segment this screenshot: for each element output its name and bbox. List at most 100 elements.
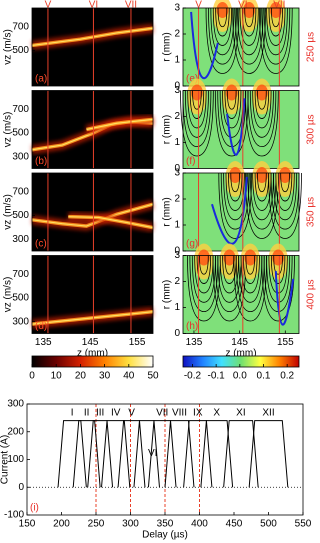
contour-fill [269,2,282,18]
x-tick-label: 300 [122,519,139,530]
pulse-line [200,420,234,488]
contour-fill [223,249,236,266]
contour-line [217,7,228,28]
x-tick-label: 550 [295,519,312,530]
x-tick-label: 145 [82,337,99,348]
x-tick-label: 0.1 [257,371,271,382]
y-tick-label: 500 [12,210,29,221]
contour-line [233,255,268,322]
contour-line [244,7,254,28]
x-tick-label: 30 [99,371,111,382]
panel-label: (a) [35,74,47,85]
heatmap-band-core [68,216,154,229]
contour-line [228,172,243,202]
heatmap-band-core [31,311,154,325]
x-tick-label: 150 [19,519,36,530]
contour-line [215,7,230,37]
heatmap-band-core [31,203,154,227]
y-tick-label: 2 [174,276,180,287]
plot-frame [182,7,300,87]
y-tick-label: 500 [12,45,29,56]
pulse-line [72,420,101,488]
contour-line [249,90,274,138]
y-tick-label: 1 [174,302,180,313]
panel-label: (c) [35,239,47,250]
y-tick-label: 1 [174,137,180,148]
colorbar [31,355,154,368]
y-tick-label: 1 [174,220,180,231]
marker-label: V [195,0,202,11]
y-axis-label: vz (m/s) [3,112,14,148]
contour-line [189,90,205,119]
contour-line [275,172,295,211]
pulse-label: VII [156,407,168,418]
y-tick-label: 200 [7,426,24,437]
contour-line [270,255,286,284]
x-axis-label: z (mm) [225,348,256,359]
plot-frame [182,172,300,252]
x-tick-label: -0.2 [184,371,202,382]
x-tick-label: 250 [88,519,105,530]
contour-line [238,255,263,303]
contour-line [268,7,283,37]
pulse-label: IV [111,407,121,418]
contour-line [261,255,295,322]
contour-line [254,172,270,202]
boundary-curve [211,176,248,245]
x-tick-label: -0.1 [208,371,226,382]
contour-line [194,255,214,294]
contour-line [212,7,233,46]
contour-line [199,255,209,275]
contour-line [252,90,272,129]
y-tick-label: 2 [174,111,180,122]
contour-line [268,255,288,294]
contour-fill [279,167,292,183]
plot-frame [31,7,154,87]
marker-label: VII [125,0,137,11]
y-axis-label: vz (m/s) [3,29,14,65]
pulse-label: XI [236,407,245,418]
contour-fill [197,249,210,266]
plot-frame [31,172,154,252]
pulse-line [57,420,87,488]
contour-line [252,172,272,211]
y-tick-label: 500 [12,293,29,304]
y-tick-label: 700 [12,187,29,198]
x-tick-label: 135 [186,337,203,348]
pulse-line [101,420,131,488]
x-tick-label: 50 [147,371,159,382]
x-tick-label: 20 [75,371,87,382]
pulse-label: III [96,407,104,418]
y-tick-label: 700 [12,269,29,280]
contour-line [247,90,277,148]
x-tick-label: 450 [226,519,243,530]
heatmap-band-core [31,27,154,47]
contour-line [245,172,279,239]
x-tick-label: 145 [231,337,248,348]
y-tick-label: 3 [174,168,180,179]
boundary-curve [190,11,219,79]
contour-line [187,255,221,322]
contour-fill [272,249,285,266]
contour-line [270,172,300,230]
contour-line [187,90,207,129]
contour-line [243,255,258,284]
contour-line [222,90,242,129]
contour-line [240,255,260,294]
heatmap-band-core [86,118,154,131]
contour-fill [244,249,257,266]
y-tick-label: 700 [12,22,29,33]
contour-line [196,255,212,284]
contour-line [234,7,264,65]
pulse-line [164,420,195,488]
marker-label: V [45,0,52,11]
contour-line [266,7,286,46]
y-tick-label: 0 [174,328,180,339]
x-tick-label: 10 [51,371,63,382]
y-axis-label: r (mm) [162,280,173,309]
marker-label: VI [238,0,247,11]
x-tick-label: 155 [129,337,146,348]
contour-line [225,172,245,211]
x-axis-label: Delay (µs) [142,530,188,541]
contour-line [180,90,214,157]
